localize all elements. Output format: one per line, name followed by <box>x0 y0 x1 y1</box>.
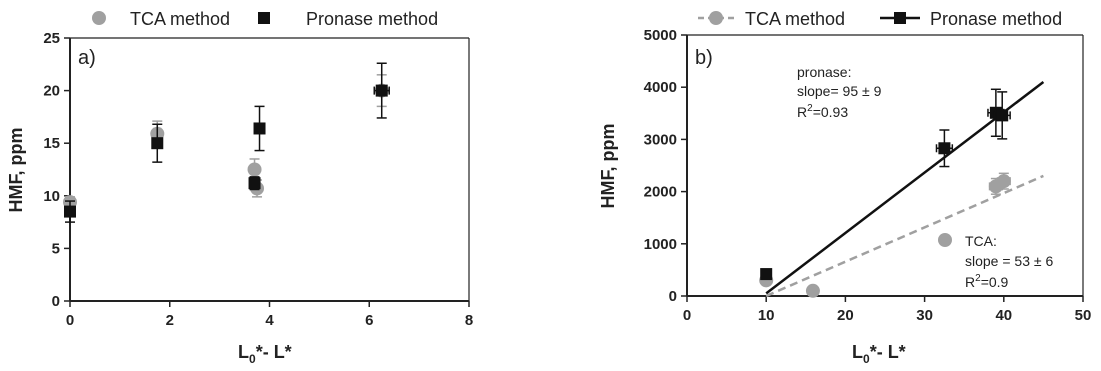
panel-a-x-title-sub: 0 <box>249 352 256 366</box>
panel-b-x-tick-label-5: 50 <box>1075 307 1092 324</box>
legend-a: TCA method Pronase method <box>92 9 438 29</box>
panel-b: TCA method Pronase method 0 10 20 30 40 50010… <box>598 9 1091 366</box>
annotation-pronase-line1: pronase: <box>797 64 851 80</box>
panel-a-x-tick-label-2: 4 <box>265 312 274 329</box>
panel-a-x-title-rest: *- L* <box>256 342 292 362</box>
annotation-pronase-sup: 2 <box>807 103 813 114</box>
legend-b-tca-label: TCA method <box>745 9 845 29</box>
panel-a-y-tick-label-4: 20 <box>43 83 60 100</box>
panel-b-x-tick-label-3: 30 <box>916 307 933 324</box>
panel-b-tca-point-3 <box>996 174 1011 189</box>
panel-b-pronase-point-0 <box>760 268 773 281</box>
annotation-pronase-val: =0.93 <box>813 104 849 120</box>
panel-a-y-tick-label-0: 0 <box>52 293 60 310</box>
annotation-tca-line2: slope = 53 ± 6 <box>965 253 1053 269</box>
annotation-tca-marker <box>938 233 952 247</box>
panel-a-pronase-point-4 <box>375 84 388 97</box>
panel-a-x-tick-label-1: 2 <box>166 312 174 329</box>
panel-a-y-title: HMF, ppm <box>6 128 26 213</box>
panel-a-label: a) <box>78 47 96 69</box>
panel-a-x-title: L0*- L* <box>238 342 292 366</box>
panel-b-y-tick-label-1: 1000 <box>644 236 677 253</box>
panel-b-fit-line-tca <box>765 174 1044 298</box>
panel-a-x-title-base: L <box>238 342 249 362</box>
annotation-tca: TCA: slope = 53 ± 6 R2=0.9 <box>938 233 1053 290</box>
panel-b-pronase-point-3 <box>996 109 1009 122</box>
panel-a: TCA method Pronase method 0 2 4 6 8 0 5 10 15 20 2… <box>6 9 473 366</box>
panel-b-y-title: HMF, ppm <box>598 124 618 209</box>
legend-a-pronase-label: Pronase method <box>306 9 438 29</box>
panel-b-ticks: 0 10 20 30 40 50 0 1000 2000 3000 4000 5000 <box>644 27 1092 324</box>
panel-a-marks <box>63 62 390 223</box>
panel-b-y-tick-label-3: 3000 <box>644 131 677 148</box>
panel-a-x-tick-label-0: 0 <box>66 312 74 329</box>
annotation-pronase-line2: slope= 95 ± 9 <box>797 83 882 99</box>
panel-a-pronase-point-3 <box>253 122 266 135</box>
legend-b-pronase-label: Pronase method <box>930 9 1062 29</box>
panel-b-x-tick-label-2: 20 <box>837 307 854 324</box>
panel-a-pronase-point-0 <box>64 205 76 218</box>
legend-a-tca-marker <box>92 11 106 25</box>
legend-b-pronase-marker <box>894 12 906 24</box>
panel-a-pronase-point-2 <box>248 177 261 190</box>
panel-b-x-title-rest: *- L* <box>870 342 906 362</box>
panel-a-x-tick-label-4: 8 <box>465 312 473 329</box>
panel-b-x-tick-label-4: 40 <box>995 307 1012 324</box>
annotation-tca-val: =0.9 <box>981 274 1009 290</box>
panel-b-y-tick-label-4: 4000 <box>644 79 677 96</box>
panel-a-y-tick-label-5: 25 <box>43 30 60 47</box>
panel-b-tca-point-1 <box>805 283 820 298</box>
panel-b-pronase-point-1 <box>938 142 951 155</box>
panel-b-x-title: L0*- L* <box>852 342 906 366</box>
legend-b: TCA method Pronase method <box>698 9 1062 29</box>
panel-b-label: b) <box>695 47 713 69</box>
legend-a-tca-label: TCA method <box>130 9 230 29</box>
annotation-tca-sup: 2 <box>975 273 981 284</box>
panel-b-y-tick-label-5: 5000 <box>644 27 677 44</box>
annotation-tca-line3: R2=0.9 <box>965 273 1009 290</box>
panel-a-tca-point-2 <box>247 162 262 177</box>
annotation-pronase-r: R <box>797 104 807 120</box>
annotation-tca-r: R <box>965 274 975 290</box>
legend-b-tca-marker <box>709 11 723 25</box>
panel-b-x-title-sub: 0 <box>863 352 870 366</box>
legend-a-pronase-marker <box>258 12 270 24</box>
annotation-pronase: pronase: slope= 95 ± 9 R2=0.93 <box>797 64 882 120</box>
panel-b-x-tick-label-0: 0 <box>683 307 691 324</box>
annotation-pronase-line3: R2=0.93 <box>797 103 848 120</box>
panel-a-ticks: 0 2 4 6 8 0 5 10 15 20 25 <box>43 30 473 329</box>
panel-a-y-tick-label-3: 15 <box>43 135 60 152</box>
annotation-tca-line1: TCA: <box>965 233 997 249</box>
panel-a-y-tick-label-2: 10 <box>43 188 60 205</box>
panel-a-y-tick-label-1: 5 <box>52 240 60 257</box>
panel-a-x-tick-label-3: 6 <box>365 312 373 329</box>
panel-b-x-tick-label-1: 10 <box>758 307 775 324</box>
panel-b-y-tick-label-2: 2000 <box>644 184 677 201</box>
panel-a-pronase-point-1 <box>151 137 164 150</box>
panel-b-marks <box>759 80 1045 298</box>
panel-b-x-title-base: L <box>852 342 863 362</box>
panel-b-y-tick-label-0: 0 <box>669 288 677 305</box>
